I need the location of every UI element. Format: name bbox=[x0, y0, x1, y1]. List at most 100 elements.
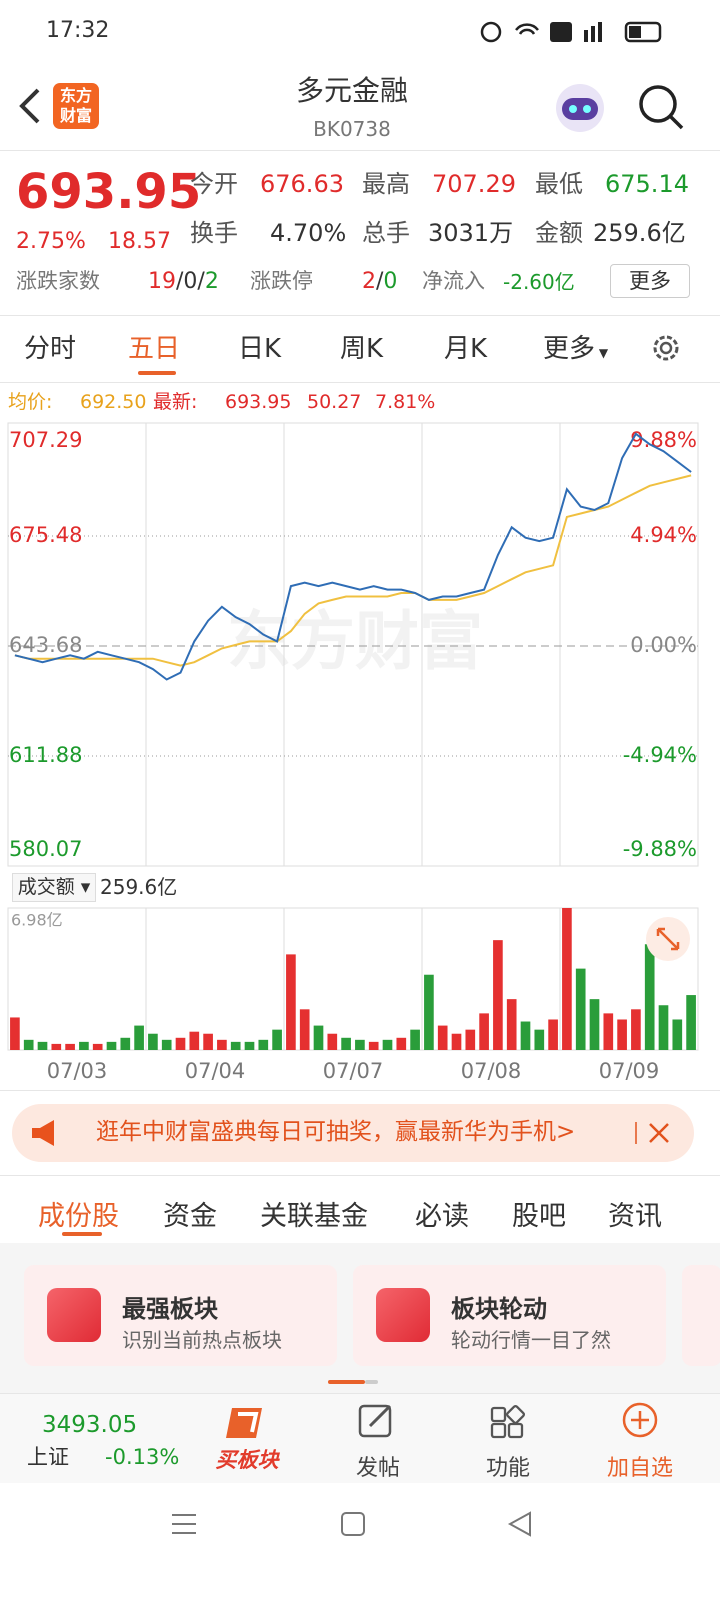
volume-bar bbox=[658, 1005, 669, 1050]
section-tab[interactable]: 资讯 bbox=[608, 1201, 662, 1232]
volume-bar bbox=[479, 1013, 489, 1050]
volume-bar bbox=[161, 1039, 172, 1050]
volume-bar bbox=[65, 1043, 75, 1050]
x-tick-label: 07/09 bbox=[599, 1059, 660, 1083]
logo-text: 东方 bbox=[59, 86, 92, 105]
x-tick-label: 07/03 bbox=[47, 1059, 108, 1083]
volume-bar bbox=[189, 1031, 200, 1050]
volume-bar bbox=[327, 1033, 338, 1050]
change-pct: 2.75% bbox=[16, 229, 86, 254]
divider bbox=[0, 150, 720, 151]
volume-bar bbox=[217, 1039, 227, 1050]
volume-bar bbox=[410, 1029, 420, 1050]
banner-text: 逛年中财富盛典每日可抽奖，赢最新华为手机> bbox=[96, 1119, 576, 1145]
field-label: 总手 bbox=[362, 219, 410, 247]
volume-bar bbox=[644, 944, 655, 1050]
nav-item[interactable]: 加自选 bbox=[606, 1456, 673, 1481]
nav-item[interactable]: 发帖 bbox=[355, 1456, 400, 1481]
volume-bar bbox=[562, 908, 572, 1050]
last-label: 最新: bbox=[153, 391, 198, 413]
y2-tick-label: -4.94% bbox=[623, 743, 697, 767]
status-icons bbox=[480, 21, 662, 43]
volume-bar bbox=[341, 1037, 351, 1050]
robot-icon[interactable] bbox=[552, 80, 608, 136]
y2-tick-label: 9.88% bbox=[630, 428, 697, 452]
settings-icon[interactable] bbox=[648, 330, 684, 366]
field-value: 676.63 bbox=[260, 170, 344, 198]
section-underline bbox=[62, 1232, 102, 1236]
volume-selector[interactable]: 成交额 ▾ bbox=[12, 873, 96, 902]
section-tab[interactable]: 资金 bbox=[163, 1201, 217, 1232]
volume-bar bbox=[437, 1025, 448, 1050]
card-subtitle: 识别当前热点板块 bbox=[122, 1328, 282, 1352]
volume-bar bbox=[603, 1013, 614, 1050]
expand-button[interactable] bbox=[645, 916, 691, 962]
field-value: 4.70% bbox=[270, 219, 347, 247]
x-tick-label: 07/04 bbox=[185, 1059, 246, 1083]
section-tab[interactable]: 必读 bbox=[415, 1201, 469, 1232]
field-value: 259.6亿 bbox=[593, 219, 686, 247]
limit: 2/0 bbox=[362, 271, 397, 293]
close-button[interactable] bbox=[634, 1118, 678, 1148]
volume-bar bbox=[79, 1041, 89, 1050]
period-tab[interactable]: 周K bbox=[340, 334, 384, 364]
volume-bar bbox=[672, 1019, 683, 1050]
volume-bar bbox=[230, 1041, 241, 1050]
logo-text: 财富 bbox=[59, 106, 92, 125]
breadth-part: 2 bbox=[204, 269, 219, 294]
period-tab[interactable]: 分时 bbox=[24, 334, 77, 364]
pager bbox=[365, 1380, 378, 1384]
field-value: 707.29 bbox=[432, 170, 516, 198]
volume-bar bbox=[106, 1041, 117, 1050]
volume-bar bbox=[493, 940, 503, 1050]
logo[interactable]: 东方 财富 bbox=[53, 83, 99, 129]
tab-underline bbox=[138, 371, 176, 375]
period-tab[interactable]: 日K bbox=[238, 334, 282, 364]
volume-bar bbox=[299, 1009, 310, 1050]
more-button[interactable]: 更多 bbox=[610, 264, 690, 298]
volume-bar bbox=[175, 1037, 186, 1050]
last-pct: 7.81% bbox=[375, 391, 436, 413]
chart: 东方财富 707.29 675.48 643.68 611.88 580.07 9.88%… bbox=[7, 422, 699, 1083]
volume-bar bbox=[465, 1029, 476, 1050]
volume-bar bbox=[424, 974, 434, 1050]
nav-icons bbox=[358, 1402, 658, 1439]
megaphone-icon bbox=[32, 1120, 54, 1146]
volume-total: 259.6亿 bbox=[100, 875, 178, 899]
pager-active bbox=[328, 1380, 365, 1384]
period-tab[interactable]: 五日 bbox=[128, 334, 181, 364]
plot-border bbox=[7, 422, 699, 867]
index-value[interactable]: 3493.05 bbox=[42, 1412, 138, 1438]
index-name: 上证 bbox=[27, 1445, 69, 1469]
section-tab[interactable]: 股吧 bbox=[512, 1201, 566, 1232]
flow: -2.60亿 bbox=[503, 270, 575, 294]
avg-label: 均价: bbox=[8, 391, 53, 413]
volume-bar bbox=[92, 1043, 103, 1050]
dropdown-caret: ▼ bbox=[595, 346, 609, 360]
period-tab[interactable]: 更多 ▼ bbox=[543, 334, 609, 364]
index-pct: -0.13% bbox=[105, 1445, 180, 1469]
card[interactable] bbox=[682, 1265, 720, 1366]
field-label: 金额 bbox=[535, 219, 583, 247]
banner[interactable] bbox=[12, 1104, 694, 1162]
nav-item[interactable]: 功能 bbox=[485, 1456, 530, 1481]
volume-bar bbox=[520, 1021, 531, 1050]
volume-bar bbox=[548, 1019, 558, 1050]
field-label: 最低 bbox=[535, 170, 583, 198]
x-tick-label: 07/08 bbox=[461, 1059, 522, 1083]
section-tab[interactable]: 成份股 bbox=[38, 1201, 119, 1232]
period-tab[interactable]: 月K bbox=[444, 334, 488, 364]
section-tab[interactable]: 关联基金 bbox=[260, 1201, 368, 1232]
volume-bar bbox=[313, 1025, 324, 1050]
y-tick-label: 611.88 bbox=[9, 743, 82, 767]
volume-bar bbox=[368, 1041, 379, 1050]
y-tick-label: 643.68 bbox=[9, 633, 82, 657]
divider bbox=[0, 1175, 720, 1176]
search-icon[interactable] bbox=[636, 82, 686, 132]
volume-bar bbox=[631, 1009, 641, 1050]
volume-bar bbox=[244, 1041, 255, 1050]
back-button[interactable] bbox=[14, 86, 44, 126]
buy-button[interactable]: 买板块 bbox=[215, 1448, 279, 1472]
volume-bar bbox=[10, 1017, 20, 1050]
volume-bar bbox=[134, 1025, 144, 1050]
